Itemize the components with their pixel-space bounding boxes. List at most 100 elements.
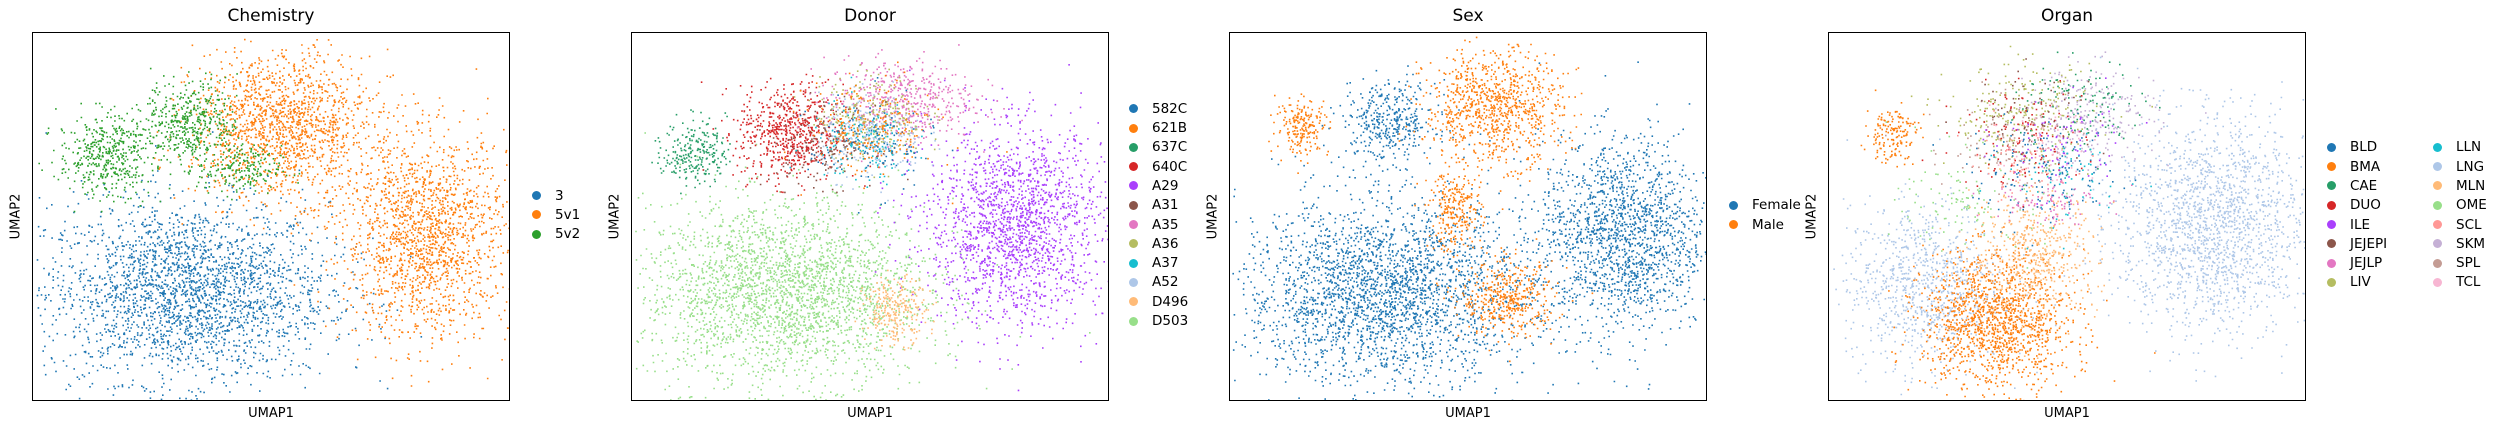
legend-marker: [1129, 297, 1138, 307]
points-637c: [651, 109, 731, 195]
cluster-5v2-5: [168, 143, 301, 201]
legend-marker: [1129, 258, 1138, 268]
legend-marker: [2433, 181, 2442, 191]
legend-item-ome: OME: [2433, 197, 2487, 213]
legend-label: A36: [1152, 235, 1179, 252]
plot-title: Sex: [1452, 6, 1484, 26]
x-axis-label: UMAP1: [2044, 406, 2090, 421]
legend-item-a52: A52: [1129, 274, 1178, 290]
legend-marker: [2327, 200, 2336, 210]
legend-item-a37: A37: [1129, 255, 1178, 271]
points-582c: [799, 77, 954, 214]
cluster-male-6: [1414, 161, 1504, 258]
legend-marker: [2327, 258, 2336, 268]
legend-marker: [2327, 239, 2336, 249]
points-male: [1398, 36, 1583, 192]
cluster-bma-2: [1888, 206, 2156, 400]
cluster-5v1-1: [153, 38, 475, 241]
legend-marker: [2327, 181, 2336, 191]
legend-item-a31: A31: [1129, 197, 1178, 213]
legend-item-d496: D496: [1129, 294, 1188, 310]
legend-marker: [2327, 220, 2336, 229]
legend-item-jejlp: JEJLP: [2327, 255, 2382, 271]
legend-marker: [2433, 258, 2442, 268]
legend-item-tcl: TCL: [2433, 274, 2480, 290]
cluster-jejepi-14: [1945, 58, 2105, 159]
plot-area: [631, 32, 1109, 401]
points-a35: [797, 44, 1023, 163]
cluster-5v2-3: [38, 67, 172, 213]
cluster-lng-1: [1833, 138, 2057, 396]
legend-label: A52: [1152, 274, 1179, 291]
x-axis-label: UMAP1: [1445, 406, 1491, 421]
legend-item-640c: 640C: [1129, 159, 1187, 175]
legend-label: DUO: [2350, 197, 2381, 214]
legend-label: A35: [1152, 216, 1179, 233]
legend-marker: [1729, 200, 1738, 210]
points-5v2: [121, 71, 265, 176]
legend-label: 3: [555, 187, 564, 204]
plot-area: [1229, 32, 1707, 401]
legend-marker: [1129, 200, 1138, 210]
legend-item-ile: ILE: [2327, 217, 2370, 233]
plot-area: [1828, 32, 2306, 401]
x-axis-label: UMAP1: [248, 406, 294, 421]
legend-label: TCL: [2456, 274, 2481, 291]
cluster-637c-2: [651, 109, 731, 195]
legend-item-liv: LIV: [2327, 274, 2371, 290]
legend-label: 5v1: [555, 206, 581, 223]
points-bma: [1888, 206, 2156, 400]
legend-item-621b: 621B: [1129, 120, 1187, 136]
cluster-a52-6: [795, 81, 941, 202]
points-liv: [1910, 45, 2153, 176]
cluster-d503-0: [635, 131, 1091, 400]
cluster-3-0: [36, 131, 423, 400]
cluster-bld-7: [1932, 110, 2137, 247]
legend-item-3: 3: [532, 188, 564, 204]
legend-label: LIV: [2350, 274, 2371, 291]
legend-marker: [2433, 200, 2442, 210]
points-3: [36, 131, 423, 400]
legend-label: 621B: [1152, 120, 1188, 136]
points-female: [1321, 65, 1491, 185]
points-bma: [1860, 89, 1925, 168]
legend-item-jejepi: JEJEPI: [2327, 236, 2387, 252]
cluster-female-1: [1479, 61, 1706, 390]
legend-marker: [2433, 239, 2442, 249]
points-lng: [2054, 56, 2305, 382]
legend-item-a36: A36: [1129, 236, 1178, 252]
legend-label: LNG: [2456, 158, 2485, 175]
legend-item-d503: D503: [1129, 313, 1188, 329]
legend-item-male: Male: [1729, 217, 1784, 233]
legend-marker: [1129, 277, 1138, 287]
scatter-points: [1833, 45, 2305, 400]
plot-title: Organ: [2040, 6, 2094, 26]
y-axis-label: UMAP2: [1804, 193, 1820, 239]
points-640c: [700, 73, 872, 197]
legend-label: CAE: [2350, 177, 2378, 194]
legend-marker: [2433, 162, 2442, 172]
legend-item-mln: MLN: [2433, 178, 2485, 194]
legend-marker: [1129, 239, 1138, 249]
cluster-female-2: [1321, 65, 1491, 185]
legend-item-spl: SPL: [2433, 255, 2480, 271]
y-axis-label: UMAP2: [607, 193, 623, 239]
legend-label: A37: [1152, 255, 1179, 272]
legend-label: JEJEPI: [2350, 235, 2388, 252]
cluster-640c-3: [700, 73, 872, 197]
scatter-points: [1232, 36, 1706, 400]
x-axis-label: UMAP1: [847, 406, 893, 421]
cluster-male-3: [1398, 36, 1583, 192]
legend-marker: [1129, 142, 1138, 152]
legend-label: D503: [1152, 313, 1189, 329]
legend-item-female: Female: [1729, 197, 1801, 213]
legend-marker: [2327, 162, 2336, 172]
legend-marker: [532, 210, 541, 220]
legend-item-bld: BLD: [2327, 139, 2377, 155]
cluster-jejlp-9: [1972, 179, 2133, 226]
plot-area: [32, 32, 510, 401]
legend-marker: [532, 191, 541, 201]
legend-label: ILE: [2350, 216, 2371, 233]
points-jejlp: [1972, 179, 2133, 226]
cluster-liv-5: [1910, 45, 2153, 176]
